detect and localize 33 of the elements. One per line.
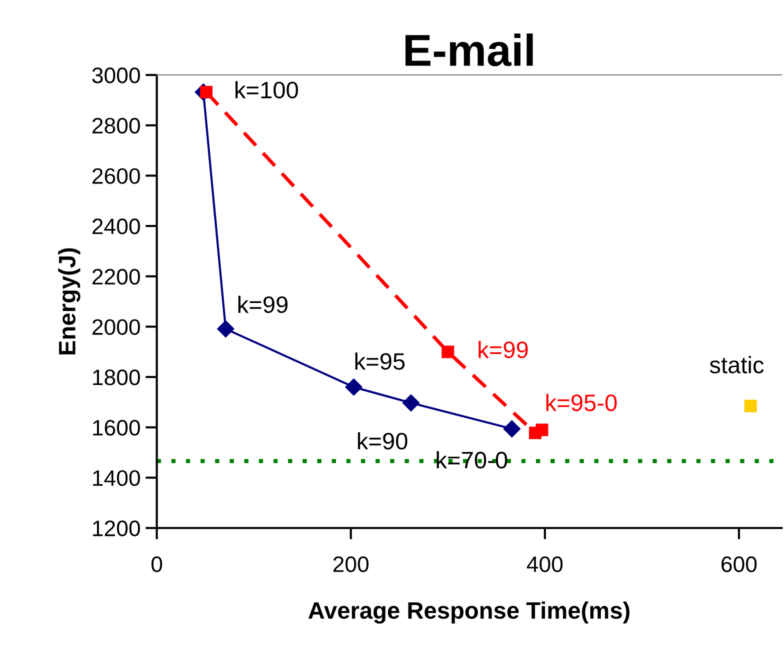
y-tick-label: 2800 (92, 118, 140, 134)
annotation: static (710, 356, 764, 374)
y-tick-label: 2200 (92, 268, 140, 285)
annotation: k=99 (478, 340, 528, 358)
point (503, 420, 520, 438)
annotation: k=90 (358, 432, 408, 450)
y-tick-label: 3000 (92, 68, 140, 84)
chart-title: E-mail (406, 34, 533, 66)
x-tick-label: 600 (722, 556, 757, 572)
point (217, 320, 234, 338)
point (402, 394, 420, 412)
y-tick-label: 1400 (93, 470, 140, 486)
y-tick-label: 2000 (92, 319, 140, 335)
annotation: k=99 (238, 296, 288, 314)
y-tick-label: 1200 (93, 520, 140, 536)
x-tick-label: 0 (151, 556, 162, 572)
annotation: k=70-0 (436, 451, 508, 469)
x-tick-label: 400 (526, 556, 563, 572)
annotation: k=95-0 (546, 394, 617, 412)
point (200, 86, 213, 98)
y-axis-title: Energy(J) (58, 248, 80, 354)
x-tick-label: 200 (333, 556, 369, 572)
annotation: k=100 (236, 81, 298, 98)
point (345, 378, 362, 396)
y-tick-label: 2600 (92, 168, 140, 184)
y-tick-label: 1800 (93, 370, 140, 386)
annotation: k=95 (355, 352, 405, 370)
y-tick-label: 2400 (92, 218, 140, 234)
point (442, 346, 454, 358)
point (744, 400, 757, 412)
x-axis-title: Average Response Time(ms) (308, 602, 630, 624)
point (536, 424, 548, 436)
y-tick-label: 1600 (93, 420, 140, 436)
